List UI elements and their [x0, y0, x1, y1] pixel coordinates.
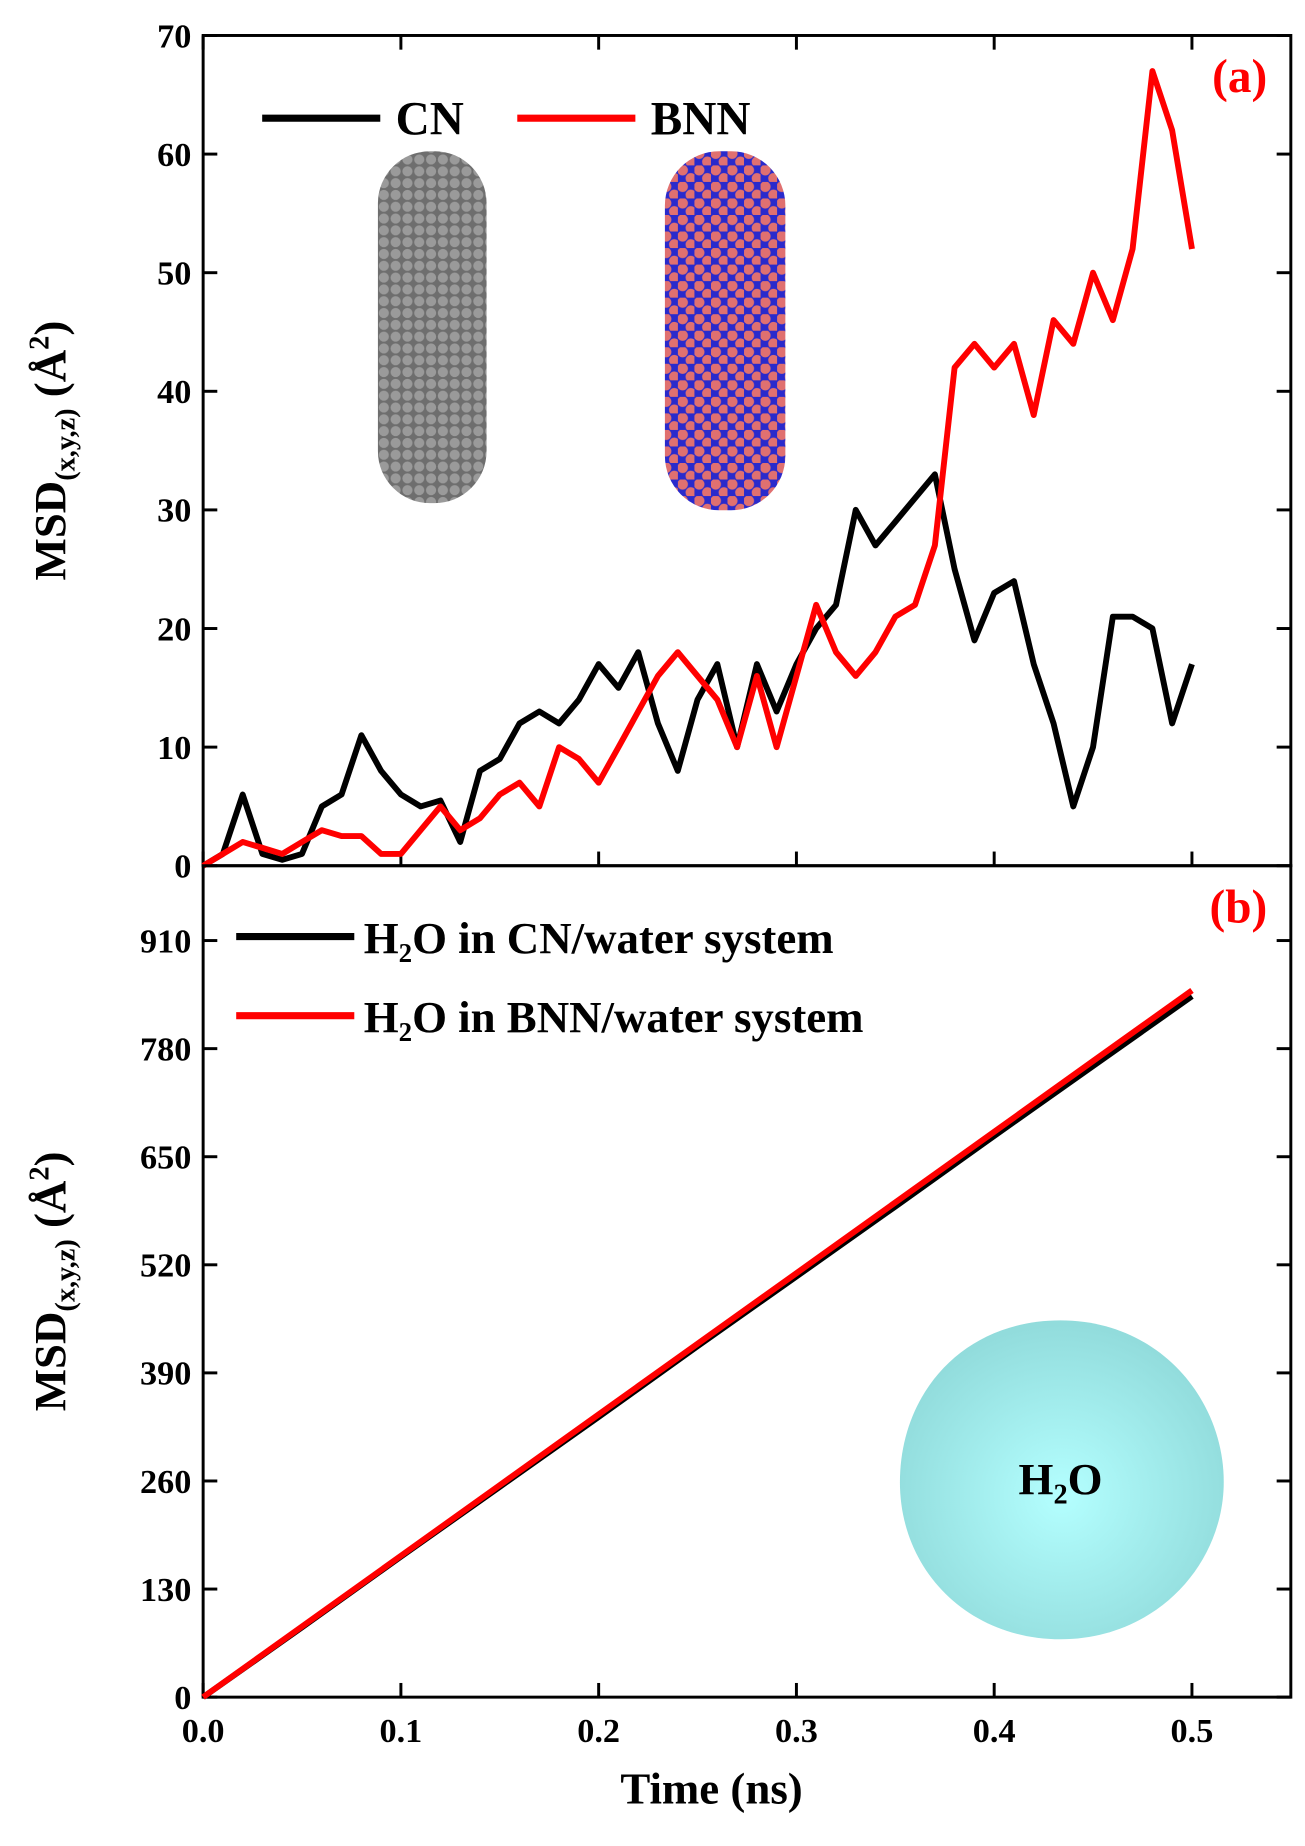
y-tick-label: 520 [140, 1247, 191, 1285]
inset-label: H2O [1019, 1454, 1103, 1510]
y-tick-label: 780 [140, 1030, 191, 1068]
y-tick-label: 30 [157, 492, 191, 530]
y-axis-label-part: (Å [25, 1180, 75, 1239]
water-droplet-image [899, 1320, 1224, 1640]
y-axis-label-part: MSD [25, 1312, 75, 1412]
x-tick-label: 0.4 [973, 1712, 1016, 1750]
y-tick-label: 10 [157, 729, 191, 767]
y-tick-label: 390 [140, 1355, 191, 1393]
series-line [201, 988, 1194, 1700]
y-tick-label: 650 [140, 1139, 191, 1177]
series-line [201, 471, 1195, 869]
x-tick-label: 0.2 [577, 1712, 620, 1750]
x-axis-label: Time (ns) [620, 1763, 802, 1813]
series-line [201, 68, 1195, 869]
inset-label-part: O [1068, 1454, 1103, 1504]
y-axis-label-part: (x,y,z) [50, 1239, 81, 1311]
plot-frame [201, 864, 1293, 1699]
bnn-nanotube-image [664, 151, 786, 511]
inset-label-part: 2 [1053, 1479, 1067, 1510]
y-tick-label: 260 [140, 1463, 191, 1501]
x-tick-label: 0.5 [1171, 1712, 1214, 1750]
y-axis-label-part: ) [25, 1152, 75, 1167]
y-tick-label: 910 [140, 922, 191, 960]
x-tick-label: 0.1 [379, 1712, 422, 1750]
x-tick-label: 0.3 [775, 1712, 818, 1750]
y-axis-label-part: 2 [24, 336, 55, 350]
y-axis-label: MSD(x,y,z) (Å2) [24, 1152, 81, 1412]
x-tick-label: 0.0 [182, 1712, 225, 1750]
y-tick-label: 130 [140, 1571, 191, 1609]
y-tick-label: 40 [157, 373, 191, 411]
y-axis-label: MSD(x,y,z) (Å2) [24, 321, 81, 581]
panel-label: (a) [1212, 51, 1267, 103]
y-tick-label: 20 [157, 610, 191, 648]
inset-label-part: H [1019, 1454, 1054, 1504]
y-tick-label: 60 [157, 136, 191, 174]
panel-label: (b) [1209, 881, 1267, 933]
legend-label: CN [396, 94, 464, 146]
y-tick-label: 0 [174, 1679, 191, 1717]
y-axis-label-part: (x,y,z) [50, 408, 81, 480]
y-axis-label-part: 2 [24, 1167, 55, 1181]
y-axis-label-part: MSD [25, 481, 75, 581]
cn-nanotube-image [377, 151, 487, 504]
y-axis-label-part: ) [25, 321, 75, 336]
y-tick-label: 70 [157, 17, 191, 55]
y-axis-label-part: (Å [25, 349, 75, 408]
y-tick-label: 0 [174, 848, 191, 886]
y-tick-label: 50 [157, 255, 191, 293]
legend-label: H₂O in CN/water system [364, 913, 834, 963]
legend-label: H₂O in BNN/water system [364, 992, 864, 1042]
legend-label: BNN [651, 94, 751, 146]
